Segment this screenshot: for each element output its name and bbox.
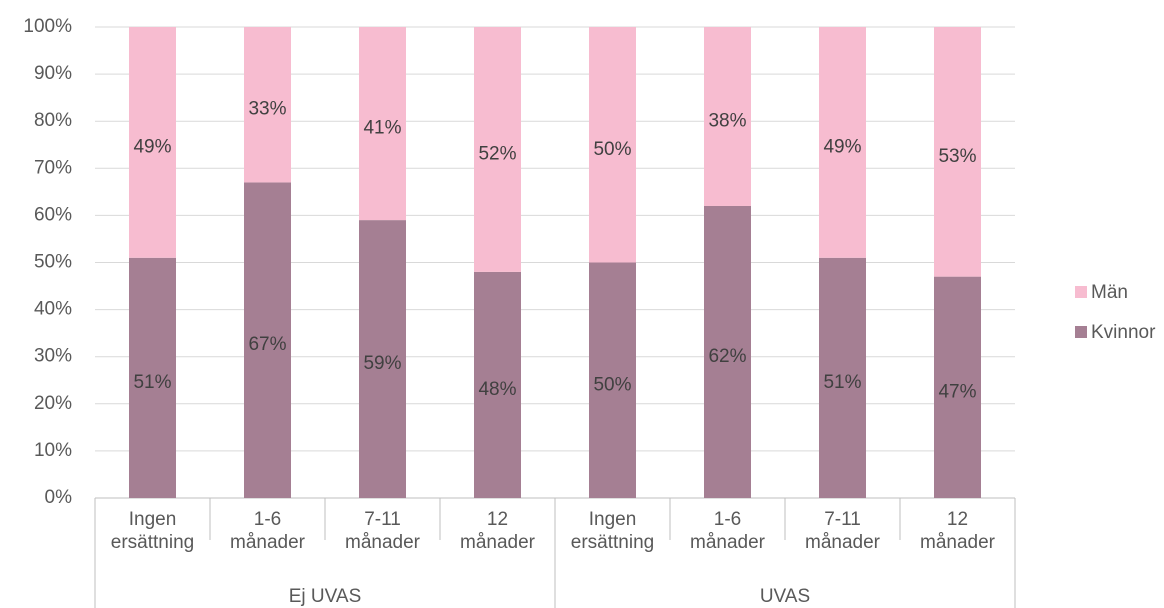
bar-segment (704, 27, 751, 206)
legend-label: Kvinnor (1091, 322, 1156, 343)
value-label: 50% (593, 374, 631, 395)
y-tick-label: 90% (34, 63, 72, 84)
y-tick-label: 70% (34, 157, 72, 178)
legend-swatch (1075, 326, 1087, 338)
value-label: 49% (823, 136, 861, 157)
x-tick-label: 1-6 månader (230, 509, 305, 553)
legend-label: Män (1091, 282, 1128, 303)
bar-segment (129, 27, 176, 258)
bar-segment (934, 27, 981, 277)
bar-segment (474, 271, 521, 498)
bar-segment (589, 27, 636, 263)
x-tick-label: 7-11 månader (805, 509, 880, 553)
y-tick-label: 50% (34, 252, 72, 273)
value-label: 49% (133, 136, 171, 157)
value-label: 52% (478, 143, 516, 164)
bar-segment (129, 257, 176, 498)
y-tick-label: 20% (34, 393, 72, 414)
bar-segment (359, 220, 406, 499)
y-tick-label: 0% (45, 487, 73, 508)
legend-swatch (1075, 286, 1087, 298)
value-label: 67% (248, 334, 286, 355)
bar-segment (819, 27, 866, 258)
x-tick-label: Ingen ersättning (110, 509, 195, 553)
value-label: 41% (363, 118, 401, 139)
x-tick-label: Ingen ersättning (570, 509, 655, 553)
value-label: 47% (938, 381, 976, 402)
x-tick-label: 7-11 månader (345, 509, 420, 553)
value-label: 53% (938, 146, 976, 167)
bar-segment (704, 205, 751, 499)
y-tick-label: 40% (34, 299, 72, 320)
value-label: 38% (708, 111, 746, 132)
value-label: 51% (823, 372, 861, 393)
bar-segment (244, 27, 291, 183)
group-label: UVAS (759, 586, 811, 607)
bar-segment (589, 262, 636, 498)
y-tick-label: 30% (34, 346, 72, 367)
y-tick-label: 80% (34, 110, 72, 131)
x-tick-label: 12 månader (460, 509, 535, 553)
x-tick-label: 1-6 månader (690, 509, 765, 553)
y-tick-label: 10% (34, 440, 72, 461)
group-label: Ej UVAS (288, 586, 362, 607)
value-label: 62% (708, 346, 746, 367)
value-label: 48% (478, 379, 516, 400)
value-label: 59% (363, 353, 401, 374)
y-tick-label: 60% (34, 204, 72, 225)
x-tick-label: 12 månader (920, 509, 995, 553)
bar-segment (934, 276, 981, 498)
bar-segment (359, 27, 406, 221)
bar-segment (474, 27, 521, 272)
value-label: 33% (248, 99, 286, 120)
value-label: 50% (593, 139, 631, 160)
y-tick-label: 100% (23, 16, 72, 37)
bar-segment (244, 182, 291, 498)
value-label: 51% (133, 372, 171, 393)
bar-segment (819, 257, 866, 498)
